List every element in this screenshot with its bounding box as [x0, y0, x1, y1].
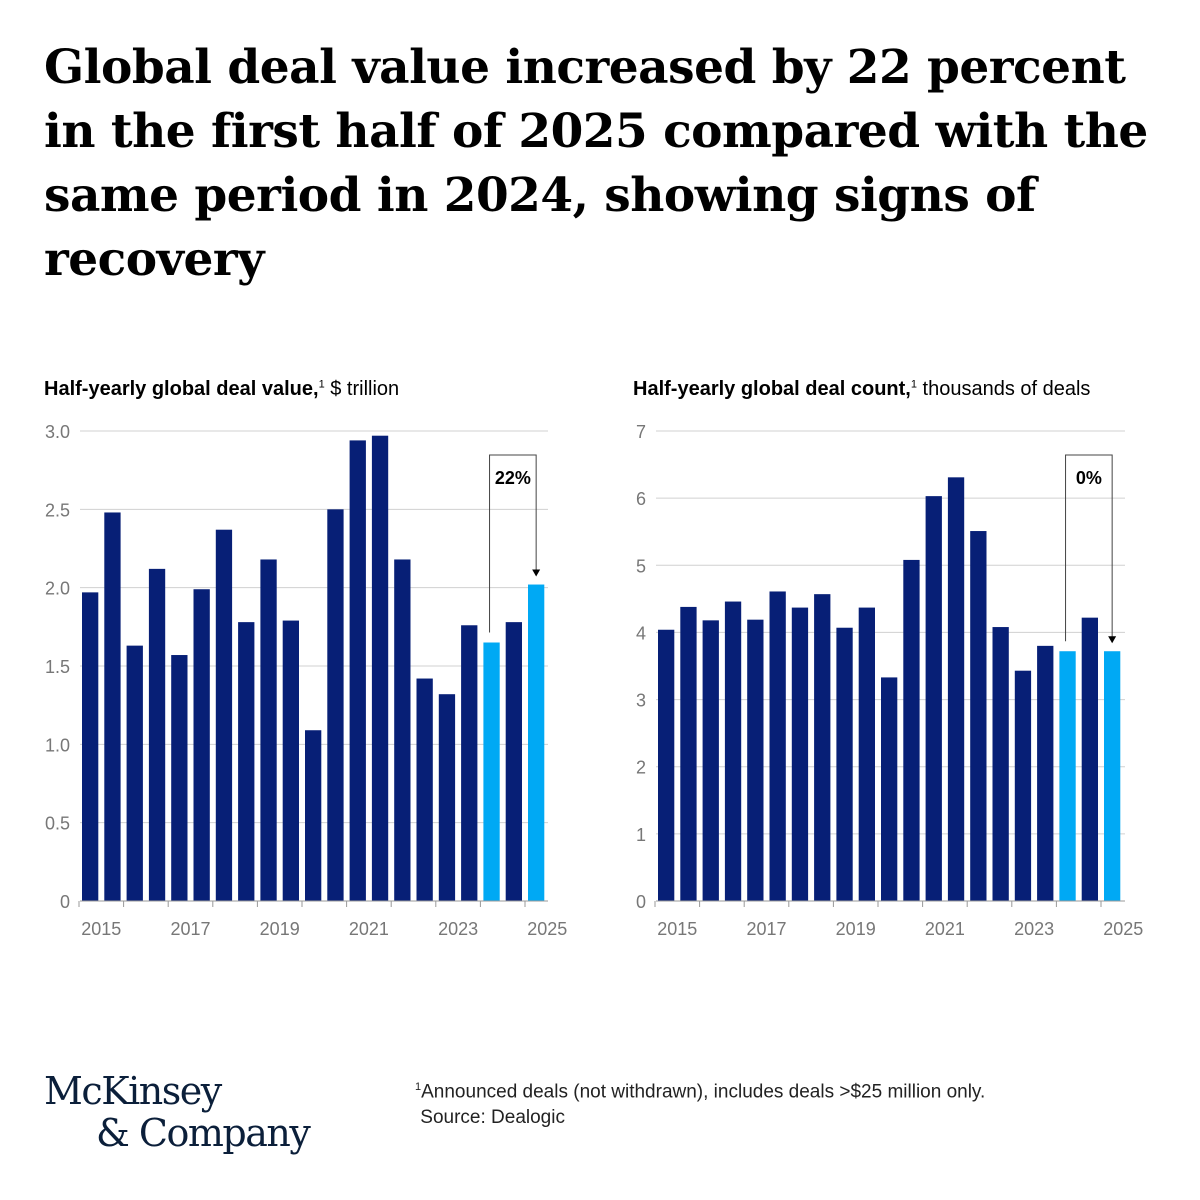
arrow-head-icon: [1108, 636, 1117, 644]
bar-2022-h2: [992, 627, 1009, 901]
bar-2020-h2: [327, 509, 344, 901]
bar-2019-h1: [836, 627, 853, 901]
x-tick-label: 2015: [657, 919, 697, 939]
bar-2016-h2: [148, 568, 166, 901]
y-tick-label: 2.0: [45, 579, 70, 599]
bar-2019-h2: [858, 607, 875, 901]
bar-2023-h2: [461, 625, 478, 901]
mckinsey-logo: McKinsey & Company: [44, 1069, 311, 1155]
bar-2018-h2: [238, 622, 255, 901]
x-tick-label: 2015: [81, 919, 121, 939]
bar-2019-h2: [282, 620, 299, 901]
bar-2024-h2: [505, 622, 522, 901]
y-tick-label: 7: [636, 422, 646, 442]
x-tick-label: 2025: [1103, 919, 1143, 939]
logo-line-2: & Company: [96, 1111, 311, 1155]
bar-2017-h2: [193, 589, 210, 901]
chart-right-title-bold: Half-yearly global deal count,: [633, 378, 911, 400]
footnote-text: Announced deals (not withdrawn), include…: [421, 1081, 986, 1103]
bar-2020-h2: [903, 559, 920, 901]
source-text: Source: Dealogic: [420, 1107, 565, 1129]
bar-2015-h1: [82, 592, 99, 901]
bar-2022-h1: [970, 531, 987, 901]
x-tick-label: 2017: [170, 919, 210, 939]
y-tick-label: 6: [636, 489, 646, 509]
y-tick-label: 0: [636, 892, 646, 912]
chart-left-unit: $ trillion: [324, 378, 400, 400]
x-tick-label: 2023: [1014, 919, 1054, 939]
bar-2025-h1: [528, 584, 545, 901]
bar-2017-h2: [769, 591, 786, 901]
bar-2023-h2: [1037, 645, 1054, 901]
y-tick-label: 3: [636, 691, 646, 711]
page-title: Global deal value increased by 22 percen…: [44, 40, 1148, 287]
footnote: 1Announced deals (not withdrawn), includ…: [415, 1074, 985, 1131]
bar-2016-h2: [724, 601, 742, 901]
bar-2017-h1: [747, 619, 764, 901]
y-tick-label: 5: [636, 556, 646, 576]
chart-left-title-bold: Half-yearly global deal value,: [44, 378, 319, 400]
bar-2015-h2: [104, 512, 121, 901]
y-tick-label: 1: [636, 825, 646, 845]
y-tick-label: 1.5: [45, 657, 70, 677]
chart-right: 0 1 2 3 4 5 6 7 2015 2017 2019 2021 2023 2025 0%: [636, 422, 1143, 939]
chart-left-subtitle: Half-yearly global deal value,1 $ trilli…: [44, 378, 399, 401]
bar-2023-h1: [1014, 670, 1032, 901]
bar-2018-h2: [814, 594, 831, 901]
bar-2015-h2: [680, 606, 697, 901]
bar-2016-h1: [702, 620, 719, 901]
x-tick-label: 2023: [438, 919, 478, 939]
chart-left: 0 0.5 1.0 1.5 2.0 2.5 3.0 2015 2017 2019 2021 2023 2…: [45, 422, 567, 939]
bar-2016-h1: [126, 645, 143, 901]
change-annotation: 22%: [495, 468, 531, 488]
bar-2024-h2: [1081, 617, 1098, 901]
footnote-marker: 1: [318, 378, 325, 391]
x-tick-label: 2019: [260, 919, 300, 939]
bar-2021-h2: [371, 435, 389, 901]
bar-2023-h1: [438, 694, 456, 901]
bar-2019-h1: [260, 559, 277, 901]
annotation-bracket: [1065, 454, 1113, 642]
bar-2024-h1: [1059, 651, 1076, 901]
x-tick-label: 2021: [925, 919, 965, 939]
y-tick-label: 1.0: [45, 735, 70, 755]
arrow-head-icon: [532, 569, 541, 577]
bar-2017-h1: [171, 655, 188, 901]
bar-2021-h1: [349, 440, 366, 901]
bar-2021-h1: [925, 496, 942, 901]
bar-2018-h1: [215, 529, 233, 901]
bar-2015-h1: [658, 629, 675, 901]
change-annotation: 0%: [1076, 468, 1102, 488]
chart-right-unit: thousands of deals: [916, 378, 1091, 400]
bar-2020-h1: [881, 677, 898, 901]
bar-2024-h1: [483, 642, 500, 901]
y-tick-label: 2: [636, 758, 646, 778]
y-tick-label: 3.0: [45, 422, 70, 442]
x-tick-label: 2017: [746, 919, 786, 939]
bar-2020-h1: [305, 730, 322, 901]
y-tick-label: 0.5: [45, 814, 70, 834]
bar-2021-h2: [947, 477, 965, 901]
chart-right-subtitle: Half-yearly global deal count,1 thousand…: [633, 378, 1090, 401]
annotation-bracket: [489, 454, 537, 633]
y-tick-label: 0: [60, 892, 70, 912]
bar-2022-h1: [394, 559, 411, 901]
bar-2025-h1: [1104, 651, 1121, 901]
logo-line-1: McKinsey: [44, 1069, 222, 1113]
y-tick-label: 2.5: [45, 500, 70, 520]
footnote-marker: 1: [910, 378, 917, 391]
x-tick-label: 2025: [527, 919, 567, 939]
y-tick-label: 4: [636, 623, 646, 643]
x-tick-label: 2021: [349, 919, 389, 939]
bar-2018-h1: [791, 607, 809, 901]
bar-2022-h2: [416, 678, 433, 901]
x-tick-label: 2019: [836, 919, 876, 939]
footnote-marker: 1: [415, 1081, 422, 1093]
